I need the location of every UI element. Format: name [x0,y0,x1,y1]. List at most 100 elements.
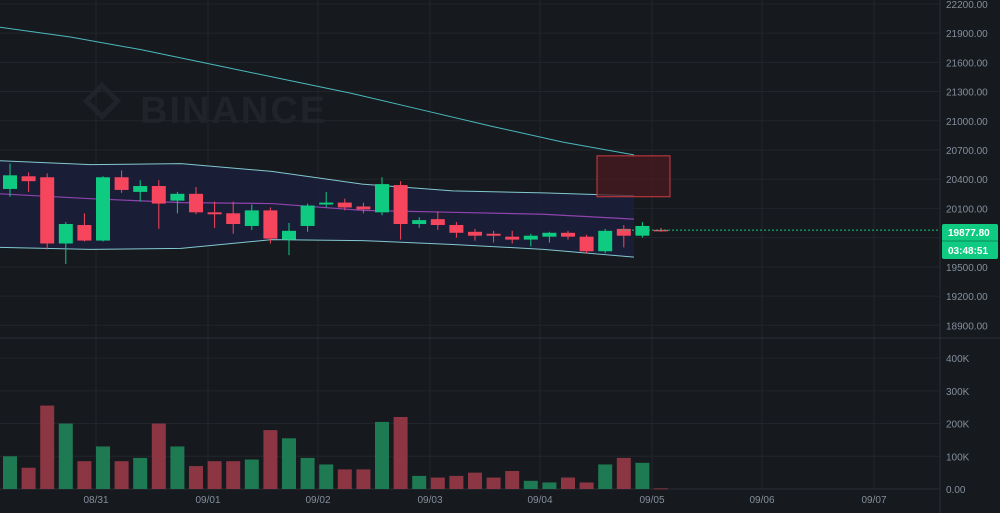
candle-body [375,184,389,213]
band-upper-line [0,160,635,197]
candle-body [337,202,352,208]
candle-body [40,177,55,244]
candle-body [356,206,371,210]
volume-bar [579,482,594,489]
candle-body [616,228,631,236]
volume-bar [151,423,166,489]
volume-bar [226,461,241,489]
time-tick-label: 08/31 [83,495,108,506]
candle-body [635,225,650,236]
price-tick-label: 19200.00 [946,292,988,303]
candle-body [263,210,278,239]
volume-tick-label: 300K [946,387,970,398]
candle-body [226,213,241,225]
candle-body [598,230,613,252]
volume-bar [244,459,259,489]
volume-tick-label: 200K [946,420,970,431]
price-tick-label: 20400.00 [946,175,988,186]
time-tick-label: 09/01 [195,495,220,506]
volume-bar [616,457,631,489]
highlight-box [596,155,671,198]
volume-bars [3,405,668,490]
bollinger-band [0,160,635,258]
candle-body [96,177,110,241]
candle-body [170,193,185,201]
volume-bar [337,469,352,489]
time-tick-label: 09/06 [749,495,774,506]
candle-body [486,233,501,236]
volume-bar [114,461,129,489]
volume-bar [635,462,650,489]
volume-bar [40,405,55,489]
candle-body [244,210,259,226]
candle-body [189,193,203,213]
volume-bar [319,464,334,489]
candle-body [58,224,73,244]
volume-tick-label: 400K [946,354,970,365]
candle-body [21,176,36,182]
candle-body [282,230,296,240]
candle-body [319,202,334,205]
time-tick-label: 09/05 [639,495,664,506]
volume-bar [96,446,110,489]
price-tick-label: 21600.00 [946,58,988,69]
candle-body [114,177,129,190]
candle-body [523,235,538,240]
axes: 18900.0019200.0019500.0019800.0020100.00… [83,0,988,506]
candle-body [300,205,315,226]
volume-tick-label: 100K [946,452,970,463]
volume-bar [356,469,371,489]
volume-bar [449,475,464,489]
volume-bar [654,488,668,490]
volume-bar [21,467,36,489]
volume-bar [133,457,148,489]
long-ma-line [0,26,635,156]
volume-bar [430,477,445,489]
volume-bar [58,423,73,489]
highlight-rectangle [596,155,671,198]
volume-bar [170,446,185,489]
candle-body [412,220,427,225]
time-tick-label: 09/03 [417,495,442,506]
candles [3,163,668,264]
candle-body [430,219,445,225]
price-tick-label: 20100.00 [946,204,988,215]
price-tick-label: 21900.00 [946,29,988,40]
binance-watermark: BINANCE [140,90,327,132]
volume-bar [207,461,222,489]
volume-bar [412,475,427,489]
candle-body [468,231,482,236]
candle-body [449,224,464,233]
last-price-tag: 19877.80 03:48:51 [620,224,998,259]
countdown-label: 03:48:51 [948,246,988,257]
volume-bar [189,466,203,489]
candle-body [579,236,594,252]
last-price-label: 19877.80 [948,228,990,239]
volume-bar [561,477,575,489]
candle-body [505,236,520,240]
candle-body [654,229,668,232]
volume-bar [375,421,389,489]
candle-body [77,224,92,241]
candle-body [561,232,575,237]
candle-body [393,185,408,225]
volume-bar [3,456,17,489]
candle-body [542,232,557,237]
price-tick-label: 19500.00 [946,263,988,274]
time-tick-label: 09/02 [305,495,330,506]
volume-tick-label: 0.00 [946,485,966,496]
candle-body [207,212,222,215]
volume-bar [542,482,557,489]
volume-bar [300,457,315,489]
time-tick-label: 09/07 [861,495,886,506]
candle-body [133,186,148,192]
volume-bar [598,464,613,489]
candle-body [151,186,166,204]
price-tick-label: 18900.00 [946,321,988,332]
band-fill [0,160,634,258]
price-tick-label: 21000.00 [946,117,988,128]
volume-bar [393,417,408,489]
volume-bar [77,461,92,489]
